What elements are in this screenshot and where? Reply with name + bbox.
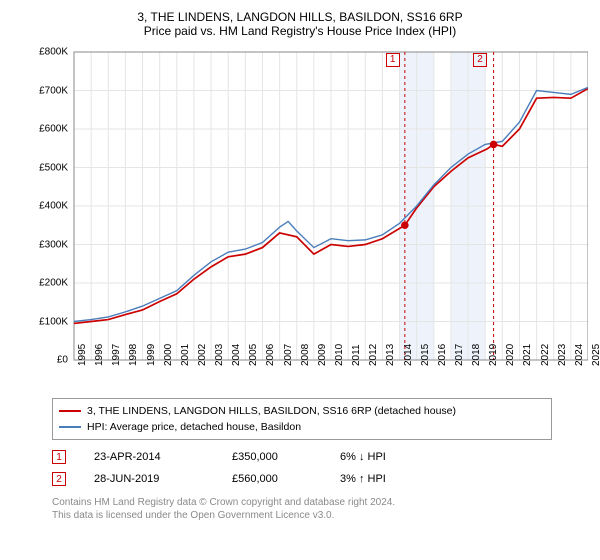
legend-row: HPI: Average price, detached house, Basi… [59,419,545,435]
legend-swatch [59,426,81,428]
plot-area: £0£100K£200K£300K£400K£500K£600K£700K£80… [34,42,588,392]
transaction-row: 2 28-JUN-2019 £560,000 3% ↑ HPI [52,468,552,490]
x-axis-label: 2000 [163,344,174,366]
transaction-date: 28-JUN-2019 [94,473,204,485]
x-axis-label: 2005 [248,344,259,366]
transaction-diff: 6% ↓ HPI [340,451,420,463]
legend-row: 3, THE LINDENS, LANGDON HILLS, BASILDON,… [59,403,545,419]
x-axis-label: 2015 [420,344,431,366]
x-axis-label: 1998 [128,344,139,366]
x-axis-label: 2022 [540,344,551,366]
x-axis-label: 1996 [94,344,105,366]
x-axis-label: 2001 [180,344,191,366]
y-axis-label: £400K [24,201,68,212]
x-axis-label: 2004 [231,344,242,366]
x-axis-label: 2008 [300,344,311,366]
transaction-date: 23-APR-2014 [94,451,204,463]
x-axis-label: 2023 [557,344,568,366]
x-axis-label: 1995 [77,344,88,366]
x-axis-label: 2011 [351,344,362,366]
y-axis-label: £500K [24,162,68,173]
legend: 3, THE LINDENS, LANGDON HILLS, BASILDON,… [52,398,552,440]
x-axis-label: 2010 [334,344,345,366]
chart-subtitle: Price paid vs. HM Land Registry's House … [12,24,588,38]
x-axis-label: 2006 [265,344,276,366]
y-axis-label: £0 [24,355,68,366]
footer-line-2: This data is licensed under the Open Gov… [52,509,588,522]
x-axis-label: 2017 [454,344,465,366]
y-axis-label: £100K [24,316,68,327]
footer-attribution: Contains HM Land Registry data © Crown c… [52,496,588,522]
transaction-price: £350,000 [232,451,312,463]
x-axis-label: 2018 [471,344,482,366]
x-axis-label: 2025 [591,344,600,366]
sale-marker-2: 2 [473,53,487,67]
transaction-row: 1 23-APR-2014 £350,000 6% ↓ HPI [52,446,552,468]
sale-marker-1: 1 [386,53,400,67]
y-axis-label: £700K [24,85,68,96]
x-axis-label: 2014 [403,344,414,366]
x-axis-label: 2016 [437,344,448,366]
chart-container: 3, THE LINDENS, LANGDON HILLS, BASILDON,… [0,0,600,560]
x-axis-label: 1997 [111,344,122,366]
x-axis-label: 2009 [317,344,328,366]
transaction-marker: 2 [52,472,66,486]
footer-line-1: Contains HM Land Registry data © Crown c… [52,496,588,509]
plot-svg [34,42,588,392]
x-axis-label: 2021 [522,344,533,366]
x-axis-label: 2024 [574,344,585,366]
y-axis-label: £300K [24,239,68,250]
legend-label: HPI: Average price, detached house, Basi… [87,421,301,433]
transaction-price: £560,000 [232,473,312,485]
transaction-diff: 3% ↑ HPI [340,473,420,485]
y-axis-label: £800K [24,47,68,58]
x-axis-label: 1999 [146,344,157,366]
x-axis-label: 2019 [488,344,499,366]
y-axis-label: £600K [24,124,68,135]
chart-title: 3, THE LINDENS, LANGDON HILLS, BASILDON,… [12,10,588,24]
x-axis-label: 2003 [214,344,225,366]
transaction-table: 1 23-APR-2014 £350,000 6% ↓ HPI 2 28-JUN-2019… [52,446,552,490]
legend-label: 3, THE LINDENS, LANGDON HILLS, BASILDON,… [87,405,456,417]
x-axis-label: 2013 [385,344,396,366]
x-axis-label: 2020 [505,344,516,366]
x-axis-label: 2007 [283,344,294,366]
x-axis-label: 2002 [197,344,208,366]
transaction-marker: 1 [52,450,66,464]
y-axis-label: £200K [24,278,68,289]
legend-swatch [59,410,81,412]
x-axis-label: 2012 [368,344,379,366]
